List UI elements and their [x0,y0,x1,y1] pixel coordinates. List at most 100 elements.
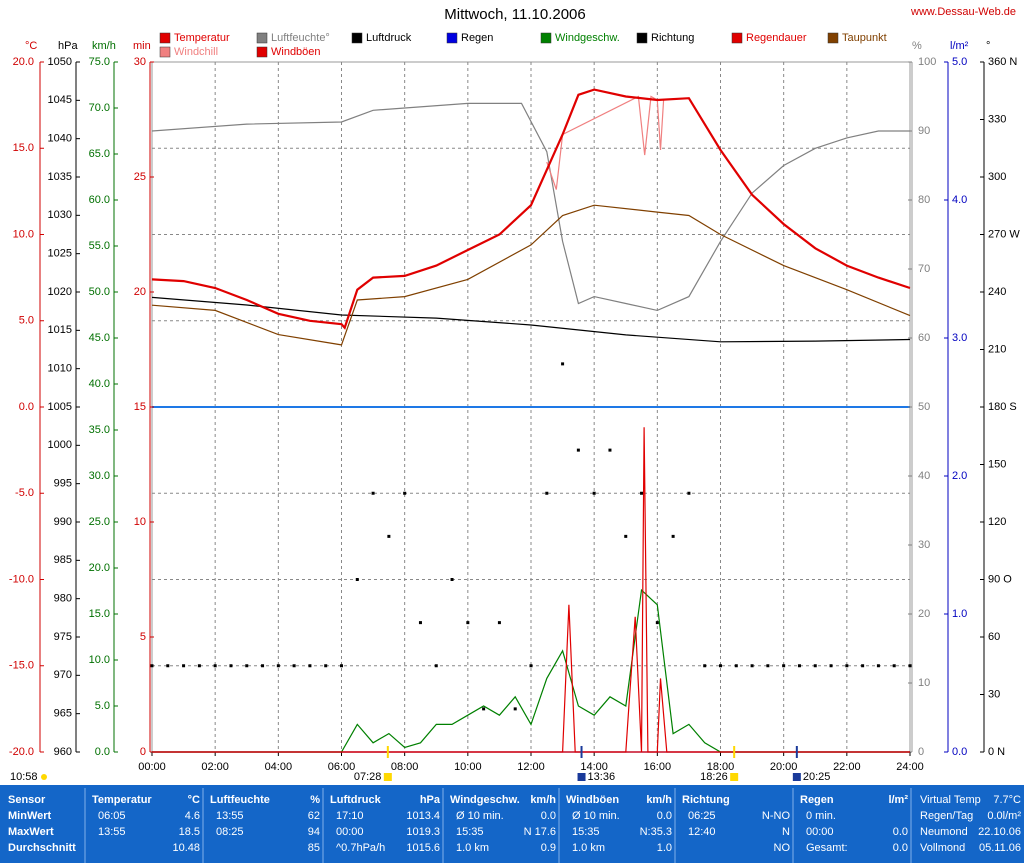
y-tick-label: 50.0 [89,286,110,298]
direction-dot [403,491,407,495]
y-tick-label: 5.0 [952,56,967,68]
y-tick-label: 210 [988,343,1006,355]
direction-dot [624,534,628,538]
legend-label: Regen [461,32,493,44]
direction-dot [797,664,801,668]
y-tick-label: 0 N [988,746,1005,758]
cell-value: N [782,826,790,838]
cell-value: 18.5 [179,826,200,838]
cell-text: 13:55 [98,826,126,838]
legend-label: Regendauer [746,32,807,44]
y-tick-label: 1025 [48,248,72,260]
y-tick-label: 5.0 [95,700,110,712]
marker-label: 13:36 [588,771,616,783]
y-tick-label: 40.0 [89,378,110,390]
y-tick-label: 965 [54,708,72,720]
direction-dot [261,664,265,668]
column-unit: % [310,794,320,806]
legend-swatch [540,32,552,44]
cell-value: N-NO [762,810,791,822]
y-tick-label: 15 [134,401,146,413]
table-panel [0,785,1024,863]
direction-dot [340,664,343,668]
series-line [152,427,910,753]
direction-dot [640,491,644,495]
y-tick-label: 4.0 [952,194,967,206]
direction-dot [166,664,170,668]
y-tick-label: 35.0 [89,424,110,436]
column-unit: l/m² [888,794,908,806]
x-tick-label: 00:00 [138,761,166,773]
y-tick-label: 960 [54,746,72,758]
column-unit: km/h [530,794,556,806]
y-tick-label: 70 [918,263,930,275]
axis-title: ° [986,40,990,52]
cell-text: 1.0 km [572,842,605,854]
y-tick-label: 0 [918,746,924,758]
legend-swatch [256,46,268,58]
site-link[interactable]: www.Dessau-Web.de [910,6,1016,18]
column-header: Temperatur [92,794,152,806]
y-tick-label: 75.0 [89,56,110,68]
legend-swatch [159,32,171,44]
axis-title: min [133,40,151,52]
y-tick-label: 975 [54,631,72,643]
x-tick-label: 22:00 [833,761,861,773]
cell-text: 06:25 [688,810,716,822]
info-label: Virtual Temp [920,794,981,806]
y-tick-label: 40 [918,470,930,482]
y-tick-label: -5.0 [15,487,34,499]
x-tick-label: 02:00 [201,761,229,773]
x-tick-label: 06:00 [328,761,356,773]
legend-label: Temperatur [174,32,230,44]
cell-value: 10.48 [172,842,200,854]
y-tick-label: 1050 [48,56,72,68]
series-line [151,88,911,330]
cell-value: 1015.6 [406,842,440,854]
cell-value: 62 [308,810,320,822]
y-tick-label: 180 S [988,401,1017,413]
y-tick-label: 330 [988,113,1006,125]
cell-text: Ø 10 min. [456,810,504,822]
axis-title: hPa [58,40,78,52]
legend-swatch [159,46,171,58]
series-line [151,102,910,312]
direction-dot [529,664,533,668]
y-tick-label: 240 [988,286,1006,298]
cell-value: 0.0 [893,826,908,838]
y-tick-label: -20.0 [9,746,34,758]
direction-dot [292,664,296,668]
legend-label: Luftfeuchte° [271,32,330,44]
y-tick-label: 100 [918,56,936,68]
direction-dot [197,664,201,668]
row-label: MaxWert [8,826,54,838]
y-tick-label: 15.0 [89,608,110,620]
column-header: Luftdruck [330,794,382,806]
info-value: 7.7°C [993,794,1021,806]
info-value: 0.0l/m² [987,810,1021,822]
axis-title: km/h [92,40,116,52]
y-tick-label: 0.0 [95,746,110,758]
y-tick-label: 360 N [988,56,1017,68]
y-tick-label: 1.0 [952,608,967,620]
direction-dot [245,664,249,668]
marker-icon [730,773,739,781]
series-line [151,296,911,343]
cell-value: 1.0 [657,842,672,854]
y-tick-label: 1005 [48,401,72,413]
legend-label: Windgeschw. [555,32,620,44]
direction-dot [734,664,738,668]
direction-dot [608,448,612,452]
legend-label: Windböen [271,46,321,58]
marker-icon [383,773,392,781]
y-tick-label: 1010 [48,363,72,375]
y-tick-label: 0.0 [19,401,34,413]
direction-dot [592,491,596,495]
legend-label: Luftdruck [366,32,412,44]
marker-icon [577,773,586,781]
y-tick-label: 15.0 [13,142,34,154]
note-label: 10:58 [10,771,38,783]
cell-text: 1.0 km [456,842,489,854]
cell-value: 85 [308,842,320,854]
y-tick-label: 30 [988,688,1000,700]
